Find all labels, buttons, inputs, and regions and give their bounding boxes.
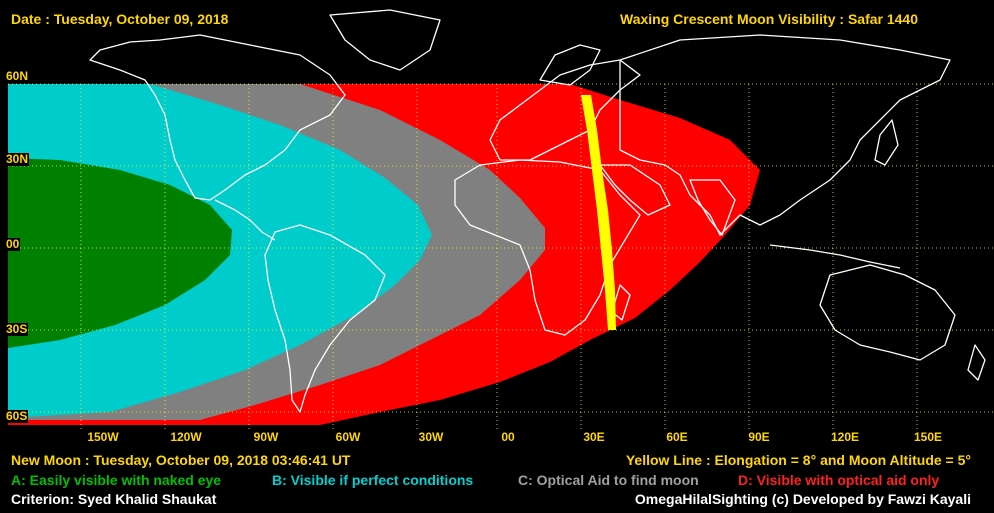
africa-coast xyxy=(454,159,641,336)
new-zealand-coast xyxy=(967,344,986,381)
lon-label-150w: 150W xyxy=(87,430,119,444)
lon-label-60w: 60W xyxy=(335,430,361,444)
visibility-zones xyxy=(8,84,760,425)
asia-coast xyxy=(619,34,951,236)
lon-label-60e: 60E xyxy=(666,430,688,444)
yellow-line xyxy=(581,95,616,330)
visibility-map xyxy=(8,9,994,430)
lon-label-30e: 30E xyxy=(583,430,605,444)
lon-label-120e: 120E xyxy=(830,430,860,444)
lon-label-90e: 90E xyxy=(748,430,770,444)
arabia-coast xyxy=(599,164,671,216)
japan-coast xyxy=(874,119,899,166)
lat-label-30n: 30N xyxy=(5,152,30,166)
map-date: Date : Tuesday, October 09, 2018 xyxy=(11,11,229,27)
india-coast xyxy=(689,179,736,236)
south-america-coast xyxy=(264,224,386,413)
lat-label-60n: 60N xyxy=(5,69,30,83)
central-america-coast xyxy=(214,199,276,241)
credit-text: OmegaHilalSighting (c) Developed by Fawz… xyxy=(634,491,971,507)
australia-coast xyxy=(819,264,956,361)
criterion-author: Criterion: Syed Khalid Shaukat xyxy=(11,491,217,507)
lon-label-90w: 90W xyxy=(253,430,279,444)
lon-label-30w: 30W xyxy=(418,430,444,444)
lon-label-150e: 150E xyxy=(913,430,943,444)
north-america-coast xyxy=(89,34,346,201)
yellow-line-criterion: Yellow Line : Elongation = 8° and Moon A… xyxy=(625,452,971,468)
lat-label-00: 00 xyxy=(5,237,21,251)
zone-a-green xyxy=(8,158,232,348)
lon-label-00: 00 xyxy=(501,430,515,444)
graticule xyxy=(8,83,994,430)
legend-d: D: Visible with optical aid only xyxy=(738,472,940,488)
legend-a: A: Easily visible with naked eye xyxy=(11,472,222,488)
greenland-coast xyxy=(329,9,441,71)
lat-label-30s: 30S xyxy=(5,322,29,336)
coastlines xyxy=(89,9,986,413)
lon-label-120w: 120W xyxy=(170,430,202,444)
legend-c: C: Optical Aid to find moon xyxy=(518,472,699,488)
europe-coast xyxy=(489,59,641,161)
indonesia-coast xyxy=(769,244,901,269)
legend-b: B: Visible if perfect conditions xyxy=(272,472,474,488)
scandinavia-coast xyxy=(539,44,601,86)
new-moon-time: New Moon : Tuesday, October 09, 2018 03:… xyxy=(11,452,351,468)
lat-label-60s: 60S xyxy=(5,409,29,423)
map-title: Waxing Crescent Moon Visibility : Safar … xyxy=(620,11,918,27)
